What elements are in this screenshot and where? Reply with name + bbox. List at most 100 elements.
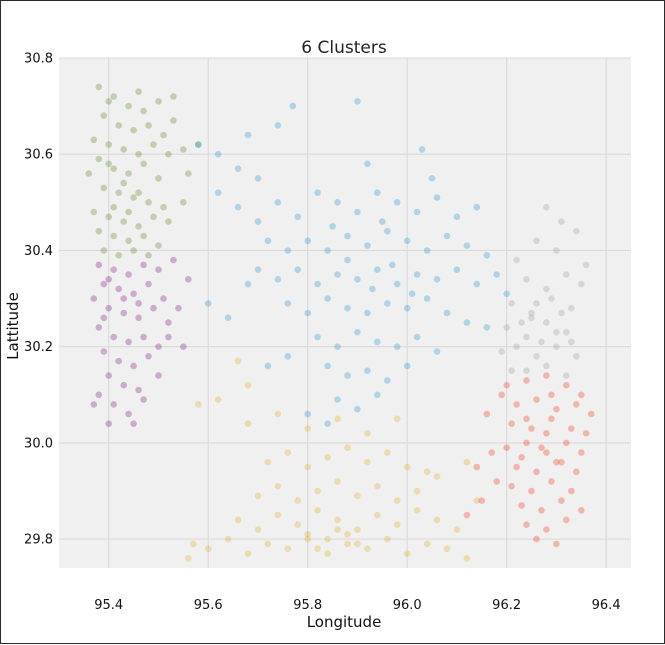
data-point	[324, 247, 331, 254]
data-point	[105, 276, 112, 283]
data-point	[145, 252, 152, 259]
data-point	[443, 309, 451, 317]
data-point	[100, 314, 108, 322]
data-point	[503, 381, 511, 389]
data-point	[578, 391, 585, 399]
data-point	[289, 102, 297, 110]
data-point	[214, 150, 222, 158]
cluster-series-1	[85, 83, 202, 259]
y-tick-label: 30.8	[24, 52, 53, 67]
data-point	[433, 194, 441, 201]
data-point	[334, 396, 341, 403]
data-point	[573, 353, 580, 360]
data-point	[528, 425, 535, 432]
grid-layer	[59, 57, 631, 568]
x-tick-label: 96.2	[492, 598, 521, 613]
data-point	[453, 213, 461, 221]
data-point	[528, 309, 535, 317]
data-point	[453, 266, 461, 274]
data-point	[135, 150, 142, 158]
data-point	[105, 160, 112, 168]
data-point	[244, 381, 252, 389]
data-point	[264, 362, 272, 370]
data-point	[90, 136, 98, 144]
data-point	[90, 295, 98, 302]
data-point	[503, 324, 511, 331]
data-point	[374, 189, 381, 196]
data-point	[145, 199, 152, 206]
data-point	[314, 507, 321, 514]
data-point	[110, 401, 117, 408]
data-point	[364, 309, 371, 317]
data-point	[413, 271, 421, 278]
data-point	[523, 367, 530, 375]
x-tick-label: 96.0	[393, 598, 422, 613]
data-point	[254, 218, 262, 225]
data-point	[135, 189, 142, 196]
data-point	[483, 252, 491, 259]
data-point	[264, 540, 272, 548]
data-point	[185, 276, 192, 283]
data-point	[563, 439, 570, 447]
data-point	[314, 487, 321, 495]
data-point	[204, 300, 212, 307]
data-point	[180, 146, 187, 153]
data-point	[523, 276, 530, 283]
data-point	[130, 194, 137, 201]
data-point	[413, 208, 421, 216]
data-point	[165, 333, 172, 341]
data-point	[125, 271, 132, 278]
data-point	[130, 247, 137, 254]
data-point	[523, 333, 530, 341]
data-point	[384, 535, 391, 543]
data-point	[284, 545, 292, 553]
data-point	[364, 367, 371, 375]
data-point	[334, 415, 341, 423]
x-axis-label: Longitude	[307, 613, 382, 631]
data-point	[433, 516, 441, 524]
data-point	[150, 304, 157, 312]
data-point	[130, 420, 137, 428]
data-point	[100, 247, 108, 254]
data-point	[100, 112, 108, 119]
data-point	[538, 338, 545, 346]
data-point	[170, 93, 177, 100]
ticks-layer: 95.4 95.6 95.8 96.0 96.2 96.4 29.8 30.0 30.2 30.4…	[24, 52, 621, 614]
data-point	[334, 478, 341, 485]
y-tick-label: 30.4	[24, 244, 53, 259]
data-point	[344, 531, 351, 538]
data-point	[155, 242, 162, 249]
data-point	[294, 213, 302, 221]
data-point	[165, 319, 172, 326]
data-point	[304, 309, 312, 317]
data-point	[354, 540, 361, 548]
data-point	[120, 218, 127, 225]
data-point	[120, 179, 127, 187]
data-point	[125, 237, 132, 245]
data-point	[344, 372, 351, 379]
data-point	[433, 276, 441, 283]
data-point	[573, 401, 580, 408]
y-tick-label: 30.2	[24, 340, 53, 355]
data-point	[195, 401, 202, 408]
data-point	[160, 203, 167, 211]
data-point	[100, 280, 108, 288]
data-point	[513, 343, 520, 351]
data-point	[563, 516, 570, 524]
data-point	[548, 391, 555, 399]
data-point	[254, 266, 262, 274]
data-point	[314, 333, 321, 341]
data-point	[364, 458, 371, 466]
data-point	[354, 276, 361, 283]
data-point	[553, 343, 560, 351]
data-point	[533, 300, 540, 307]
data-point	[364, 160, 371, 168]
data-point	[224, 314, 232, 322]
x-tick-label: 96.4	[592, 598, 621, 613]
data-point	[483, 410, 491, 418]
data-point	[284, 449, 292, 456]
data-point	[344, 444, 351, 452]
data-point	[140, 160, 147, 168]
data-point	[105, 372, 112, 379]
data-point	[568, 304, 575, 312]
